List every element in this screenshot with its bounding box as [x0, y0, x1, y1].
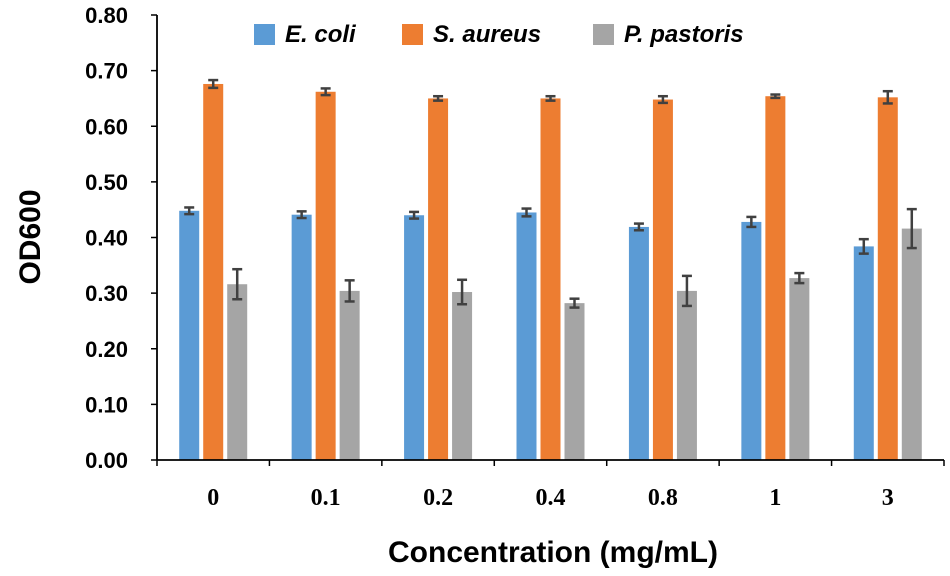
bar-e-coli-3 — [853, 246, 874, 460]
error-bar — [296, 210, 307, 220]
bar-p-pastoris-0.2 — [452, 292, 473, 460]
bar-p-pastoris-3 — [901, 228, 922, 460]
legend-swatch — [593, 24, 614, 45]
bar-series-group — [179, 78, 922, 461]
bar-s-aureus-3 — [877, 97, 898, 460]
error-bar — [521, 207, 532, 218]
y-axis-tick-labels: 0.00 0.10 0.20 0.30 0.40 0.50 0.60 0.70 0.80 — [85, 3, 128, 473]
bar-e-coli-0.1 — [291, 214, 312, 460]
bar-e-coli-0 — [179, 210, 200, 460]
bar-s-aureus-0.2 — [428, 98, 449, 460]
y-axis-ticks — [151, 14, 157, 461]
bar-e-coli-0.4 — [516, 212, 537, 460]
y-tick-label: 0.70 — [85, 59, 128, 84]
bar-e-coli-1 — [741, 221, 762, 460]
y-tick-label: 0.00 — [85, 448, 128, 473]
bar-e-coli-0.8 — [628, 226, 649, 460]
error-bar — [858, 237, 869, 255]
legend-item: S. aureus — [402, 21, 541, 48]
y-tick-label: 0.10 — [85, 392, 128, 417]
error-bar — [344, 279, 355, 303]
error-bar — [409, 210, 420, 220]
bar-p-pastoris-0 — [227, 284, 248, 460]
legend: E. coli S. aureus P. pastoris — [254, 21, 744, 48]
legend-item: E. coli — [254, 21, 357, 48]
y-tick-label: 0.20 — [85, 337, 128, 362]
y-tick-label: 0.60 — [85, 114, 128, 139]
error-bar — [184, 206, 195, 216]
bar-s-aureus-0.4 — [540, 98, 561, 460]
error-bar — [906, 207, 917, 250]
y-tick-label: 0.50 — [85, 170, 128, 195]
x-tick-label: 3 — [882, 485, 894, 511]
x-tick-label: 0.2 — [423, 485, 453, 511]
error-bar — [794, 271, 805, 285]
y-axis-title: OD600 — [14, 189, 47, 284]
bar-p-pastoris-1 — [789, 278, 810, 460]
x-tick-label: 0.4 — [536, 485, 566, 511]
bar-e-coli-0.2 — [404, 215, 425, 460]
x-tick-label: 0.8 — [648, 485, 678, 511]
bar-s-aureus-0.8 — [652, 99, 673, 461]
bar-p-pastoris-0.1 — [339, 290, 360, 460]
bar-s-aureus-0.1 — [315, 91, 336, 460]
y-tick-label: 0.40 — [85, 226, 128, 251]
bar-s-aureus-1 — [765, 96, 786, 461]
error-bar — [433, 94, 444, 102]
axes — [156, 15, 945, 466]
legend-item: P. pastoris — [593, 21, 744, 48]
x-tick-label: 0.1 — [311, 485, 341, 511]
x-tick-label: 1 — [769, 485, 781, 511]
error-bar — [208, 78, 219, 90]
x-axis-tick-labels: 0 0.1 0.2 0.4 0.8 1 3 — [207, 485, 894, 511]
error-bar — [746, 215, 757, 229]
legend-label: P. pastoris — [624, 21, 744, 48]
error-bar — [320, 87, 331, 97]
legend-label: S. aureus — [433, 21, 541, 48]
legend-swatch — [402, 24, 423, 45]
bar-p-pastoris-0.8 — [676, 290, 697, 460]
error-bar — [633, 222, 644, 232]
error-bar — [232, 267, 243, 301]
error-bar — [681, 274, 692, 308]
y-tick-label: 0.30 — [85, 281, 128, 306]
error-bar — [882, 89, 893, 105]
legend-swatch — [254, 24, 275, 45]
bar-s-aureus-0 — [203, 83, 224, 460]
bar-p-pastoris-0.4 — [564, 303, 585, 460]
error-bar — [657, 94, 668, 105]
x-tick-label: 0 — [207, 485, 219, 511]
x-axis-title: Concentration (mg/mL) — [388, 536, 718, 569]
legend-label: E. coli — [285, 21, 357, 48]
y-tick-label: 0.80 — [85, 3, 128, 28]
error-bar — [457, 278, 468, 306]
error-bar — [569, 297, 580, 309]
error-bar — [770, 93, 781, 100]
error-bar — [545, 94, 556, 102]
